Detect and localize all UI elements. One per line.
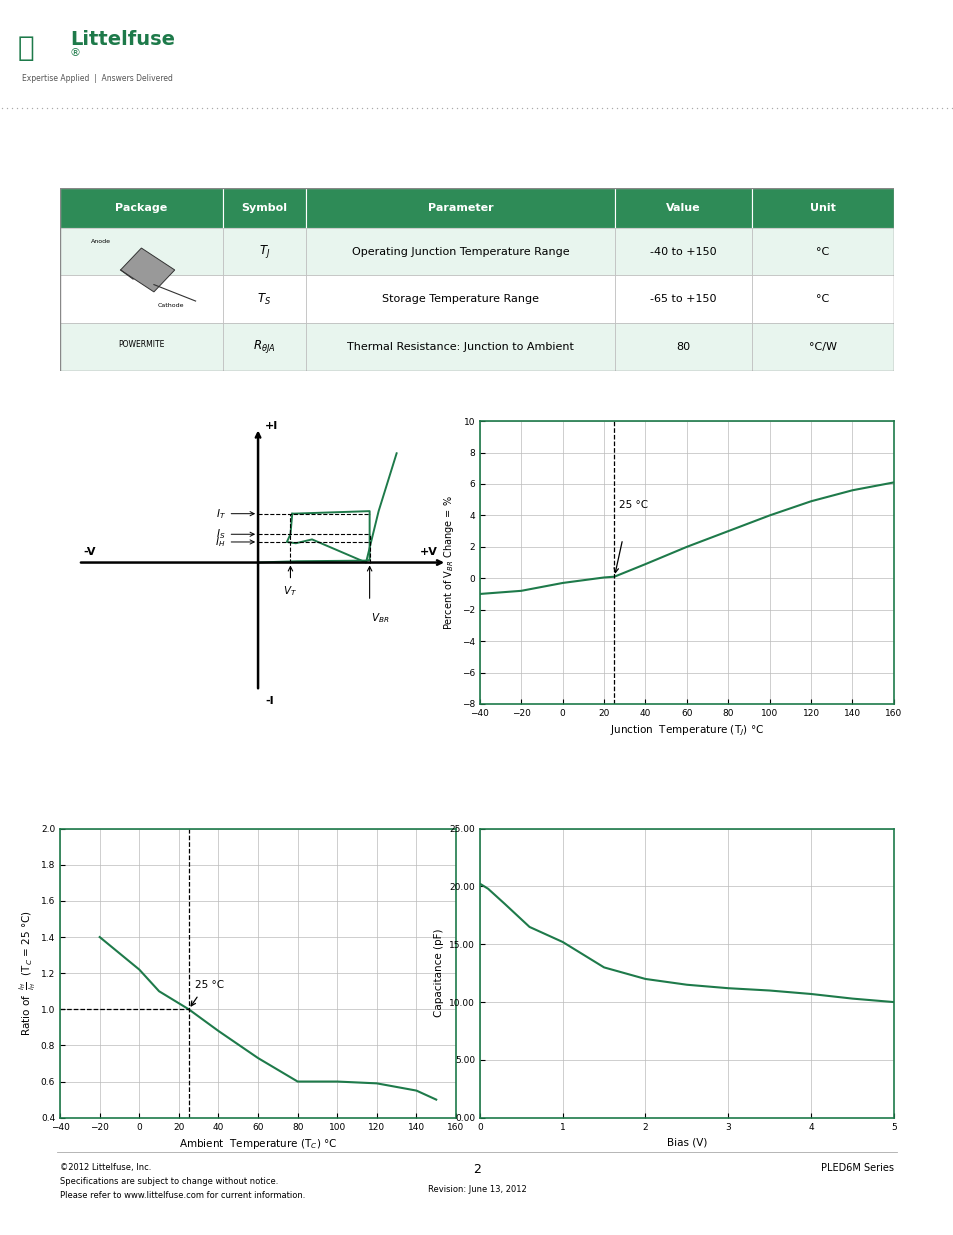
Bar [60,188,222,228]
X-axis label: Junction  Temperature (T$_J$) °C: Junction Temperature (T$_J$) °C [609,724,763,737]
Text: Storage Temperature Range: Storage Temperature Range [381,294,538,304]
Bar [306,188,614,228]
Bar [751,324,893,370]
Bar [614,228,751,275]
Bar [306,324,614,370]
Text: ©2012 Littelfuse, Inc.: ©2012 Littelfuse, Inc. [60,1163,152,1172]
Text: Normalized DC Holding Current vs. Ambient Temperature: Normalized DC Holding Current vs. Ambien… [65,806,415,816]
Bar [306,275,614,324]
Bar [60,324,222,370]
Text: °C: °C [816,247,829,257]
Text: $V_{BR}$  vs. Junction Temperature: $V_{BR}$ vs. Junction Temperature [484,396,671,410]
Text: $I_S$: $I_S$ [216,527,253,541]
Bar [751,275,893,324]
Y-axis label: Capacitance (pF): Capacitance (pF) [433,929,443,1018]
Bar [614,188,751,228]
Text: +V: +V [419,547,437,557]
Text: Thermal Resistance: Junction to Ambient: Thermal Resistance: Junction to Ambient [347,342,573,352]
Text: ®: ® [70,48,81,58]
Text: ⧈: ⧈ [18,33,34,62]
Text: Expertise Applied  |  Answers Delivered: Expertise Applied | Answers Delivered [22,74,172,83]
Polygon shape [120,248,174,291]
Text: -V: -V [84,547,96,557]
Y-axis label: Percent of V$_{BR}$ Change = %: Percent of V$_{BR}$ Change = % [442,495,456,630]
Text: Value: Value [665,203,700,212]
Text: POWERMITE: POWERMITE [118,341,165,350]
Text: Revision: June 13, 2012: Revision: June 13, 2012 [427,1186,526,1194]
Text: °C: °C [816,294,829,304]
Text: Capacitance vs Voltage: Capacitance vs Voltage [484,806,629,816]
Text: °C/W: °C/W [808,342,836,352]
Text: +I: +I [265,421,278,431]
Text: Specifications are subject to change without notice.: Specifications are subject to change wit… [60,1177,278,1187]
Text: Operating Junction Temperature Range: Operating Junction Temperature Range [351,247,569,257]
Text: 25 °C: 25 °C [618,499,647,510]
Text: -I: -I [265,697,274,706]
Y-axis label: Ratio of  $\frac{i_H}{i_H}$  (T$_C$ = 25 °C): Ratio of $\frac{i_H}{i_H}$ (T$_C$ = 25 °… [17,910,38,1036]
Text: $V_{BR}$: $V_{BR}$ [371,611,389,625]
Bar [614,275,751,324]
Text: -65 to +150: -65 to +150 [649,294,716,304]
X-axis label: Ambient  Temperature (T$_C$) °C: Ambient Temperature (T$_C$) °C [178,1137,337,1151]
Bar [222,188,306,228]
Bar [614,324,751,370]
Text: Thermal Considerations: Thermal Considerations [70,165,236,178]
Text: $T_J$: $T_J$ [258,243,270,261]
Text: -40 to +150: -40 to +150 [649,247,716,257]
Text: PLED6M Series: PLED6M Series [821,1163,893,1173]
Bar [222,324,306,370]
Text: Cathode: Cathode [158,303,184,308]
Text: Symbol: Symbol [241,203,287,212]
Text: 25 °C: 25 °C [194,979,224,989]
Text: V-I Characteristics: V-I Characteristics [66,400,180,410]
Text: Unit: Unit [809,203,835,212]
Bar [306,228,614,275]
Text: Parameter: Parameter [427,203,493,212]
Text: 2: 2 [473,1163,480,1176]
Text: 80: 80 [676,342,690,352]
Bar [10,7,205,90]
Text: Anode: Anode [91,238,112,243]
Bar [222,275,306,324]
Text: $I_H$: $I_H$ [215,535,253,548]
Bar [60,275,222,324]
Text: PLED Open LED Protectors: PLED Open LED Protectors [230,20,541,40]
Text: $V_T$: $V_T$ [283,584,297,598]
Text: Please refer to www.littelfuse.com for current information.: Please refer to www.littelfuse.com for c… [60,1192,305,1200]
Text: Littelfuse: Littelfuse [70,30,174,49]
Bar [222,228,306,275]
Text: Package: Package [115,203,168,212]
Bar [751,228,893,275]
Text: $T_S$: $T_S$ [257,291,272,306]
X-axis label: Bias (V): Bias (V) [666,1137,706,1147]
Text: PLED6M Series: PLED6M Series [230,49,344,64]
Text: $R_{\theta JA}$: $R_{\theta JA}$ [253,338,275,356]
Text: $I_T$: $I_T$ [215,506,253,521]
Bar [751,188,893,228]
Bar [60,228,222,275]
